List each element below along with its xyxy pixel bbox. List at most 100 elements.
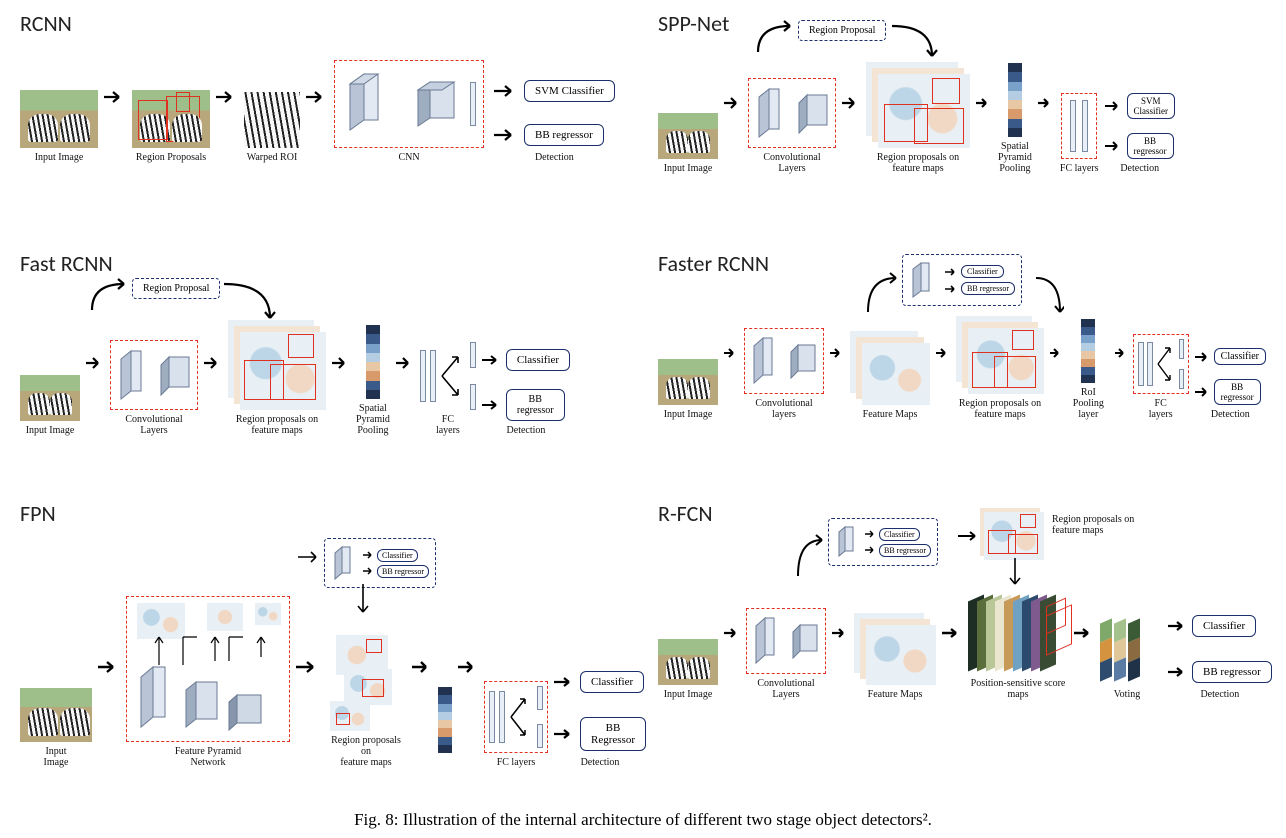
fc-split (484, 681, 548, 753)
fpn-input: Input Image (20, 688, 92, 768)
figure-caption: Fig. 8: Illustration of the internal arc… (0, 810, 1286, 830)
spp-bar (1081, 319, 1095, 383)
arrow-icon (104, 90, 126, 104)
fc-bar (1179, 369, 1184, 389)
fr-pool: Spatial Pyramid Pooling (356, 325, 390, 436)
conv3d-icon (795, 91, 831, 135)
arrow-icon (1168, 620, 1188, 632)
featmap (968, 328, 1044, 394)
label: Region proposals on feature maps (236, 414, 318, 436)
title-fasterrcnn: Faster RCNN (658, 250, 769, 277)
proposal-boxes (968, 328, 1044, 394)
featmap (862, 343, 930, 405)
output-bbreg: BB regressor (524, 124, 604, 146)
score-maps (968, 596, 1068, 674)
fc-split (1133, 334, 1189, 394)
zebra-image (658, 639, 718, 685)
curved-arrow-icon (220, 274, 276, 322)
frr-proposals: Region proposals on feature maps (956, 316, 1044, 420)
label: Region proposals on feature maps (877, 152, 959, 174)
panel-fpn: FPN Classifier BB regressor Input Image (20, 500, 628, 790)
output-svm: SVM Classifier (524, 80, 615, 102)
fr-conv: Convolutional Layers (110, 340, 198, 436)
spp-bar (438, 687, 452, 753)
arrow-icon (1105, 140, 1123, 152)
fc-bar (499, 691, 505, 743)
arrow-icon (482, 399, 502, 411)
output-svm: SVM Classifier (1127, 93, 1176, 119)
conv3d-icon (115, 345, 155, 405)
rfcn-conv: Convolutional Layers (746, 608, 826, 700)
arrow-icon (363, 550, 375, 560)
rfcn-detection: Classifier BB regressor Detection (1168, 615, 1272, 700)
arrow-icon (363, 566, 375, 576)
fc-bar (1070, 100, 1076, 152)
fc-bar (470, 384, 476, 410)
warped-roi (244, 92, 300, 148)
proposal-boxes (878, 74, 970, 148)
arrow-icon (724, 626, 740, 640)
rpn-head-box: Classifier BB regressor (324, 538, 436, 588)
region-proposal-box: Region Proposal (132, 278, 220, 299)
arrow-icon (724, 346, 738, 360)
label: Input Image (35, 152, 84, 163)
panel-rfcn: R-FCN Classifier BB regressor Region pro… (658, 500, 1266, 790)
fpn-pool: . (438, 687, 452, 768)
fc-bar (489, 691, 495, 743)
label: Detection (1200, 689, 1239, 700)
fc-block (1061, 93, 1097, 159)
split-arrows-icon (440, 349, 466, 403)
conv3d-icon (751, 613, 787, 669)
arrow-icon (98, 660, 120, 674)
fr-fc: FC layers (420, 342, 476, 436)
conv3d-icon (412, 76, 460, 132)
arrow-icon (482, 354, 502, 366)
label: Convolutional Layers (746, 678, 826, 700)
region-proposal-box: Region Proposal (798, 20, 886, 41)
arrow-icon (554, 676, 576, 688)
arrow-icon (958, 530, 982, 542)
label: Input Image (664, 409, 713, 420)
fc-split (420, 342, 476, 410)
fc-bar (470, 342, 476, 368)
arrow-icon (1168, 666, 1188, 678)
frr-featmap: Feature Maps (850, 331, 930, 420)
rpn-cls: Classifier (377, 549, 418, 562)
featmap (878, 74, 970, 148)
label: Region Proposals (136, 152, 206, 163)
arrow-icon (204, 356, 222, 370)
conv-block (110, 340, 198, 410)
conv-block (744, 328, 824, 394)
arrow-icon (412, 660, 432, 674)
label: Input Image (664, 163, 713, 174)
panel-fasterrcnn: Faster RCNN Classifier BB regressor Inpu… (658, 250, 1266, 490)
spp-bar (1008, 63, 1022, 137)
split-arrows-icon (509, 691, 533, 743)
zebra-image (20, 90, 98, 148)
output-bbreg: BB regressor (1127, 133, 1174, 159)
label: RoI Pooling layer (1068, 387, 1109, 420)
arrow-icon (936, 346, 950, 360)
arrow-icon (832, 626, 848, 640)
rcnn-detection: SVM Classifier BB regressor Detection (494, 80, 615, 163)
label: Input Image (44, 746, 69, 768)
label: FC layers (436, 414, 460, 436)
voting-block (1100, 619, 1154, 685)
arrow-icon (494, 84, 518, 98)
arrow-icon (976, 96, 992, 110)
arrow-icon (830, 346, 844, 360)
arrow-icon (1115, 346, 1127, 360)
fpn-prop-stack (326, 635, 406, 731)
label: FC layers (1060, 163, 1099, 174)
frr-input: Input Image (658, 359, 718, 420)
output-bbreg: BB regressor (1192, 661, 1272, 683)
conv3d-icon (787, 341, 819, 381)
zebra-image (658, 359, 718, 405)
output-classifier: Classifier (1214, 348, 1266, 365)
fpn-proposals: Region proposals on feature maps (326, 635, 406, 768)
rpn-bb: BB regressor (377, 565, 429, 578)
fpn-fc: FC layers (484, 681, 548, 768)
label: Spatial Pyramid Pooling (998, 141, 1032, 174)
cnn-block (334, 60, 484, 148)
fr-input: Input Image (20, 375, 80, 436)
